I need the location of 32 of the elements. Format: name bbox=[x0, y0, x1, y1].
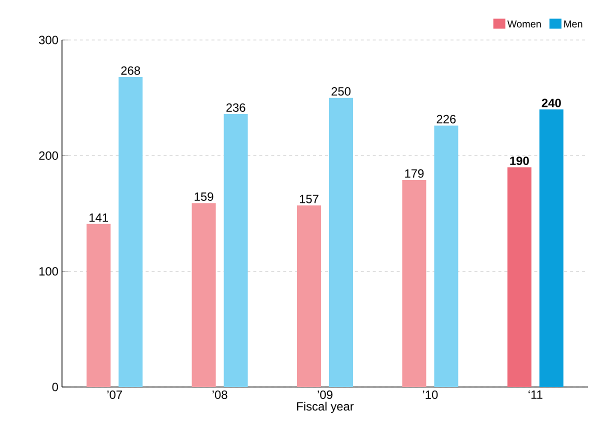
x-axis-title: Fiscal year bbox=[297, 402, 354, 413]
data-label: 179 bbox=[405, 169, 424, 178]
data-label: 190 bbox=[510, 156, 529, 166]
x-tick-label: ’09 bbox=[318, 390, 332, 399]
x-tick-label: ’10 bbox=[422, 390, 438, 399]
y-tick-label: 200 bbox=[39, 151, 58, 160]
legend-label: Women bbox=[507, 20, 541, 28]
bar bbox=[539, 109, 564, 387]
data-label: 250 bbox=[332, 87, 351, 96]
bar bbox=[507, 167, 532, 387]
bar bbox=[192, 203, 216, 387]
legend-label: Men bbox=[564, 20, 582, 28]
x-tick-label: ’08 bbox=[212, 390, 228, 399]
data-label: 226 bbox=[436, 114, 456, 124]
bar bbox=[86, 224, 111, 387]
data-label: 268 bbox=[121, 66, 140, 75]
data-label: 240 bbox=[542, 98, 561, 108]
x-tick-label: ‘11 bbox=[528, 390, 542, 399]
y-tick-label: 100 bbox=[39, 267, 58, 276]
y-tick-label: 300 bbox=[38, 36, 58, 44]
bar bbox=[402, 180, 426, 387]
bar bbox=[224, 114, 248, 387]
bar bbox=[434, 126, 458, 387]
data-label: 141 bbox=[90, 213, 108, 222]
bar bbox=[329, 98, 354, 387]
data-label: 236 bbox=[226, 103, 246, 112]
data-label: 157 bbox=[300, 194, 318, 204]
bar bbox=[297, 205, 321, 387]
y-tick-label: 0 bbox=[52, 382, 58, 392]
x-tick-label: ’07 bbox=[107, 390, 122, 399]
data-label: 159 bbox=[194, 192, 214, 201]
bar bbox=[118, 77, 143, 387]
